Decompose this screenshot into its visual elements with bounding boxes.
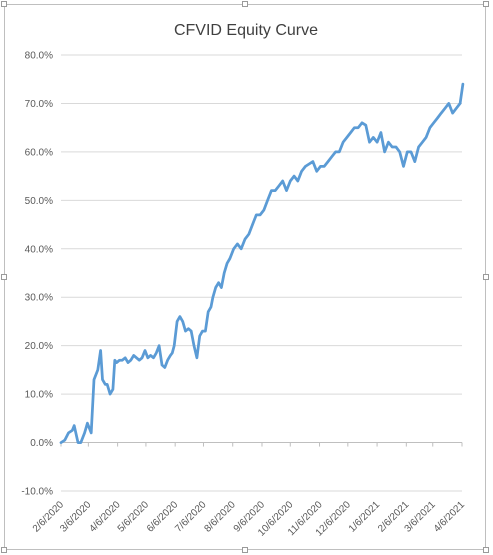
x-tick-label: 8/6/2020 (203, 499, 239, 535)
resize-handle-top-left[interactable] (1, 1, 7, 7)
resize-handle-bottom-right[interactable] (483, 547, 489, 553)
x-tick-label: 7/6/2020 (173, 499, 209, 535)
y-tick-label: 50.0% (25, 196, 53, 207)
x-tick-label: 4/6/2021 (432, 499, 468, 535)
resize-handle-right[interactable] (483, 274, 489, 280)
y-tick-label: 20.0% (25, 341, 53, 352)
y-tick-label: 40.0% (25, 244, 53, 255)
y-tick-label: 0.0% (30, 438, 53, 449)
series-layer (59, 82, 465, 444)
resize-handle-top[interactable] (242, 1, 248, 7)
resize-handle-top-right[interactable] (483, 1, 489, 7)
y-axis: -10.0% 0.0% 10.0% 20.0% 30.0% 40.0% 50.0% 60.0%… (21, 51, 53, 498)
y-tick-label: 70.0% (25, 99, 53, 110)
y-tick-label: 10.0% (25, 390, 53, 401)
chart-title: CFVID Equity Curve (174, 22, 318, 39)
chart-plot: CFVID Equity Curve -10.0% 0.0% 10.0% 20.0% 3… (21, 22, 468, 539)
series-line-equity[interactable] (59, 82, 465, 444)
x-tick-label: 3/6/2020 (58, 499, 94, 535)
y-tick-label: 30.0% (25, 293, 53, 304)
x-tick-label: 5/6/2020 (116, 499, 152, 535)
y-tick-label: 80.0% (25, 51, 53, 62)
gridlines (61, 54, 462, 492)
chart-area[interactable]: CFVID Equity Curve -10.0% 0.0% 10.0% 20.0% 3… (4, 4, 486, 550)
x-tick-label: 1/6/2021 (347, 499, 383, 535)
resize-handle-bottom-left[interactable] (1, 547, 7, 553)
resize-handle-left[interactable] (1, 274, 7, 280)
resize-handle-bottom[interactable] (242, 547, 248, 553)
y-tick-label: 60.0% (25, 147, 53, 158)
y-tick-label: -10.0% (21, 487, 53, 498)
